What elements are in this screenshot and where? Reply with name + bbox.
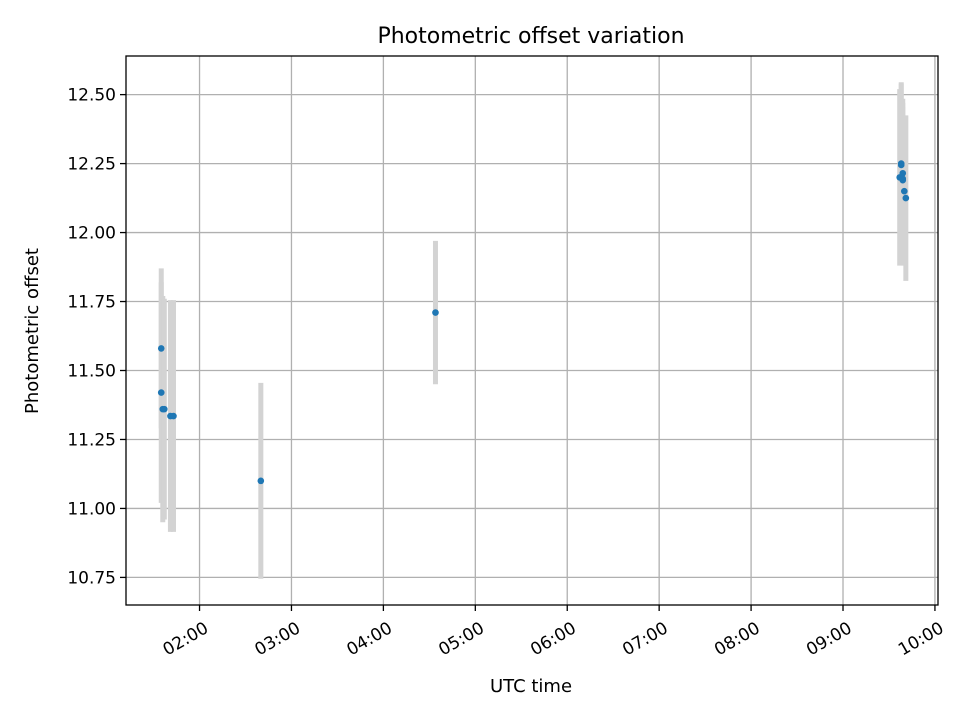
data-point xyxy=(157,345,165,352)
data-point xyxy=(432,309,439,316)
data-point xyxy=(899,175,907,183)
x-axis-ticks: 02:00 03:00 04:00 05:00 06:00 07:00 08:00 09:00… xyxy=(160,605,947,660)
error-bars xyxy=(158,82,909,579)
y-axis-ticks: 10.75 11.00 11.25 11.50 11.75 12.00 12.25 12.50 xyxy=(67,86,126,588)
x-tick-label: 04:00 xyxy=(343,618,395,660)
y-tick-label: 11.75 xyxy=(67,293,116,313)
x-tick-label: 06:00 xyxy=(527,618,579,660)
y-tick-label: 11.50 xyxy=(67,362,116,382)
y-tick-label: 10.75 xyxy=(67,568,116,588)
x-tick-label: 05:00 xyxy=(435,618,487,660)
grid xyxy=(126,56,938,605)
y-tick-label: 12.50 xyxy=(67,86,116,106)
y-tick-label: 12.00 xyxy=(67,224,116,244)
x-tick-label: 09:00 xyxy=(803,618,855,660)
data-point xyxy=(257,477,265,485)
data-point xyxy=(157,389,165,396)
x-tick-label: 07:00 xyxy=(619,618,671,660)
x-tick-label: 02:00 xyxy=(160,618,212,660)
y-axis-label: Photometric offset xyxy=(22,248,43,414)
data-point xyxy=(161,405,168,413)
y-tick-label: 12.25 xyxy=(67,155,116,175)
data-point xyxy=(902,194,910,202)
data-point xyxy=(897,160,905,167)
data-points xyxy=(157,160,910,485)
y-tick-label: 11.00 xyxy=(67,499,116,519)
x-axis-label: UTC time xyxy=(490,676,572,697)
y-tick-label: 11.25 xyxy=(67,430,116,450)
x-tick-label: 03:00 xyxy=(252,618,304,660)
x-tick-label: 10:00 xyxy=(895,618,947,660)
chart-title: Photometric offset variation xyxy=(377,24,684,49)
data-point xyxy=(899,169,907,177)
data-point xyxy=(900,187,908,195)
data-point xyxy=(170,412,177,420)
x-tick-label: 08:00 xyxy=(711,618,763,660)
plot-frame xyxy=(125,55,939,606)
